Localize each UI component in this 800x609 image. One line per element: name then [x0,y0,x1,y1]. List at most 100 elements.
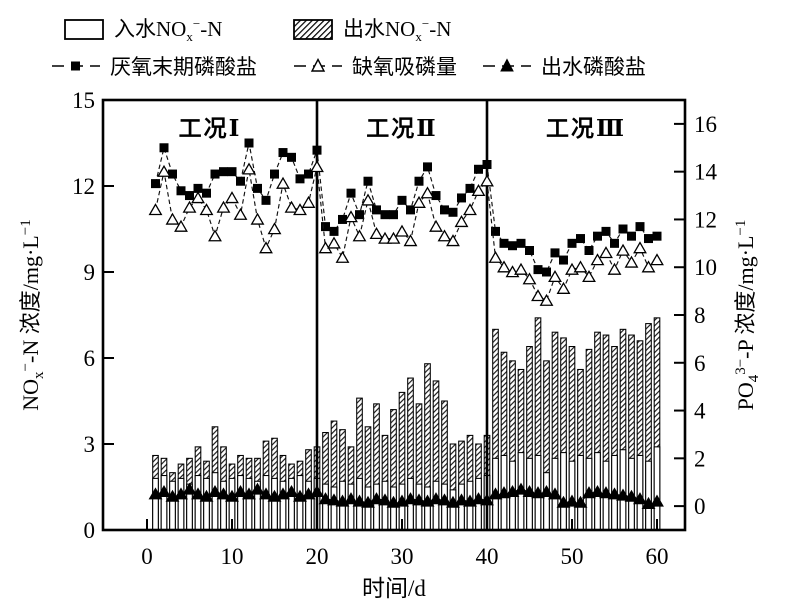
marker-filled-square-day-35 [440,205,449,215]
tick-label-left-0: 0 [84,518,96,543]
marker-open-triangle-day-28 [378,231,392,244]
marker-filled-square-day-24 [346,188,356,198]
axes-frame [101,98,687,532]
marker-open-triangle-day-52 [582,269,596,283]
tick-label-x-20: 20 [306,544,329,569]
bar-influent-nox-day-6 [194,475,202,531]
tick-label-right-2: 2 [694,446,706,471]
marker-filled-square-day-50 [567,238,577,248]
marker-filled-triangle-day-20 [310,484,324,498]
marker-open-triangle-day-2 [157,164,171,177]
marker-filled-triangle-day-56 [616,488,630,501]
tick-label-left-12: 12 [72,174,95,199]
marker-filled-square-day-12 [244,138,254,148]
marker-filled-square-day-29 [389,210,398,220]
marker-open-triangle-day-56 [616,243,630,256]
marker-filled-square-day-58 [635,222,645,232]
marker-filled-triangle-day-17 [284,484,299,498]
marker-open-triangle-day-46 [531,289,545,302]
tick-label-right-6: 6 [694,351,706,376]
marker-open-triangle-day-51 [573,260,588,273]
legend-label: 出水NOx−-N [343,16,452,45]
open-bar-swatch-icon [64,18,104,40]
marker-filled-triangle-day-32 [412,493,426,506]
marker-filled-square-day-26 [363,176,373,186]
marker-filled-square-day-18 [295,174,305,184]
marker-open-triangle-day-32 [412,195,426,208]
bar-influent-nox-day-59 [645,460,652,531]
marker-filled-square-day-5 [185,191,194,201]
marker-open-triangle-day-15 [267,222,282,235]
filled-square-marker-icon [52,61,100,71]
tick-label-x-0: 0 [141,544,153,569]
marker-filled-triangle-day-51 [573,495,588,508]
marker-filled-square-day-55 [610,238,619,248]
marker-filled-square-day-34 [431,191,441,201]
marker-open-triangle-day-33 [420,186,435,199]
bar-influent-nox-day-51 [577,454,584,531]
marker-open-triangle-day-16 [276,176,290,189]
marker-filled-square-day-20 [312,145,322,155]
marker-filled-square-day-31 [406,205,415,215]
bar-influent-nox-day-18 [296,475,304,531]
marker-open-triangle-day-8 [208,229,222,242]
marker-filled-square-day-43 [508,241,517,251]
tick-label-right-14: 14 [694,160,718,185]
marker-open-triangle-day-22 [327,236,341,249]
marker-filled-triangle-day-58 [633,492,647,505]
marker-open-triangle-day-13 [250,212,265,225]
marker-filled-triangle-day-25 [352,494,367,507]
tick-label-right-16: 16 [694,112,717,137]
bar-influent-nox-day-14 [262,475,270,531]
marker-open-triangle-day-4 [174,219,188,232]
legend: 入水NOx−-N 出水NOx−-N 厌氧末期磷酸盐 [0,0,800,92]
marker-filled-square-day-14 [261,195,271,205]
marker-filled-square-day-40 [482,160,492,169]
marker-open-triangle-day-59 [641,260,656,273]
bar-influent-nox-day-37 [458,483,465,531]
marker-open-triangle-day-10 [225,191,239,204]
marker-open-triangle-day-17 [284,200,299,213]
legend-label: 入水NOx−-N [114,16,223,45]
marker-open-triangle-day-39 [471,183,486,197]
marker-open-triangle-day-25 [352,229,367,242]
line-series-layer [148,138,664,509]
marker-filled-square-day-27 [372,205,381,215]
bar-influent-nox-day-2 [160,475,168,531]
marker-open-triangle-day-31 [403,234,418,247]
bar-influent-nox-day-27 [373,483,380,531]
marker-filled-triangle-day-24 [344,492,358,505]
marker-filled-square-day-48 [550,248,560,258]
marker-filled-triangle-day-11 [233,484,248,498]
marker-filled-square-day-53 [593,231,602,241]
marker-filled-triangle-day-48 [548,487,562,500]
marker-open-triangle-day-41 [488,250,503,263]
marker-open-triangle-day-58 [633,241,647,254]
bar-influent-nox-day-7 [203,477,210,531]
marker-filled-triangle-day-47 [539,484,554,498]
tick-label-right-12: 12 [694,207,717,232]
marker-filled-triangle-day-5 [182,482,197,495]
marker-filled-triangle-day-60 [650,494,664,507]
bar-influent-nox-day-1 [152,477,159,531]
bar-influent-nox-day-21 [322,483,329,531]
marker-filled-triangle-day-55 [607,487,622,500]
legend-item-anoxic-p-uptake: 缺氧吸磷量 [294,51,457,81]
marker-filled-square-day-54 [601,226,611,236]
marker-open-triangle-day-45 [522,272,537,285]
marker-filled-triangle-day-57 [624,489,639,502]
marker-filled-triangle-day-9 [216,487,231,500]
marker-filled-square-day-9 [219,167,228,177]
marker-filled-triangle-day-44 [514,482,528,495]
legend-item-anaerobic-end-p: 厌氧末期磷酸盐 [52,51,257,81]
marker-open-triangle-day-57 [624,255,639,268]
marker-open-triangle-day-3 [165,212,180,225]
marker-open-triangle-day-48 [548,269,562,283]
legend-item-influent-nox: 入水NOx−-N [64,13,222,45]
tick-label-x-50: 50 [561,544,584,569]
marker-filled-square-day-4 [176,186,186,196]
marker-filled-square-day-13 [253,183,262,193]
marker-open-triangle-day-36 [446,234,460,247]
marker-open-triangle-day-29 [386,231,401,244]
